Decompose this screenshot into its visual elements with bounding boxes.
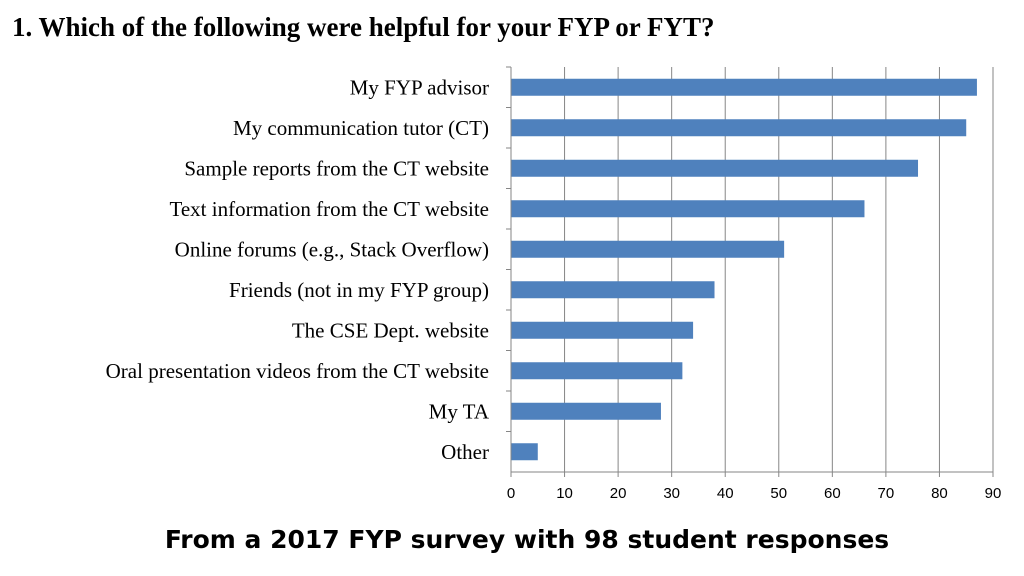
bar xyxy=(511,402,661,420)
category-label: My FYP advisor xyxy=(350,75,489,99)
x-tick-label: 70 xyxy=(878,485,895,502)
category-label: Other xyxy=(441,440,489,464)
category-labels: My FYP advisor My communication tutor (CT… xyxy=(106,75,490,464)
bar xyxy=(511,240,785,258)
x-tick-label: 90 xyxy=(985,485,1002,502)
category-label: Text information from the CT website xyxy=(170,197,490,221)
x-tick-label: 10 xyxy=(556,485,573,502)
axes xyxy=(506,66,994,477)
bar xyxy=(511,119,967,137)
x-tick-label: 60 xyxy=(824,485,841,502)
category-label: Oral presentation videos from the CT web… xyxy=(106,359,489,383)
category-label: Sample reports from the CT website xyxy=(184,156,489,180)
category-label: Friends (not in my FYP group) xyxy=(229,278,489,302)
tick-labels: 0 10 20 30 40 50 60 70 80 90 xyxy=(507,485,1002,502)
bar xyxy=(511,443,538,461)
category-label: My communication tutor (CT) xyxy=(233,116,489,140)
category-label: The CSE Dept. website xyxy=(292,318,489,342)
x-tick-label: 30 xyxy=(663,485,680,502)
category-label: Online forums (e.g., Stack Overflow) xyxy=(175,237,489,261)
x-tick-label: 0 xyxy=(507,485,515,502)
x-tick-label: 80 xyxy=(931,485,948,502)
bar xyxy=(511,321,694,339)
question-title: 1. Which of the following were helpful f… xyxy=(12,12,715,42)
x-tick-label: 20 xyxy=(610,485,627,502)
survey-footnote: From a 2017 FYP survey with 98 student r… xyxy=(164,525,890,554)
bar xyxy=(511,159,919,177)
bar xyxy=(511,200,865,218)
bar xyxy=(511,281,715,299)
bar xyxy=(511,362,683,380)
bar xyxy=(511,78,977,96)
bars xyxy=(511,78,977,461)
category-label: My TA xyxy=(429,399,490,423)
x-tick-label: 40 xyxy=(717,485,734,502)
x-tick-label: 50 xyxy=(770,485,787,502)
